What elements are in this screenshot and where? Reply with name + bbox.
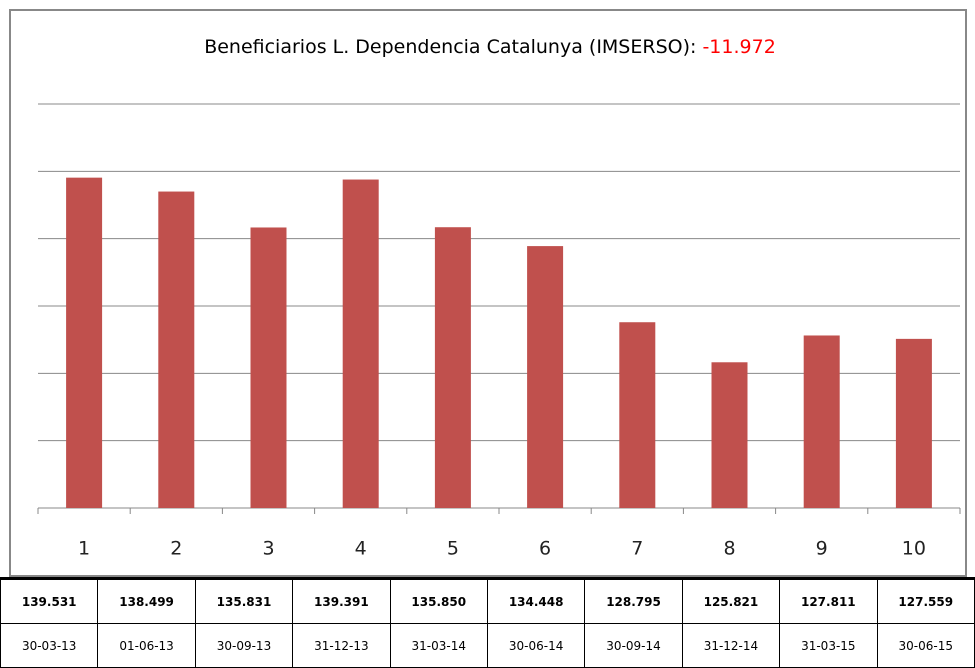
date-label: 30-09-13 [194, 623, 294, 668]
bar [250, 227, 287, 508]
x-tick-label: 6 [539, 538, 551, 560]
x-tick-label: 7 [631, 538, 643, 560]
date-label: 31-03-14 [389, 623, 488, 668]
date-label: 31-12-13 [292, 623, 391, 668]
value-label: 128.795 [584, 578, 683, 624]
value-label: 127.811 [779, 578, 878, 624]
bar [803, 335, 840, 508]
value-row: 139.531 138.499 135.831 139.391 135.850 134.4… [0, 578, 975, 624]
bar [527, 246, 564, 508]
value-label: 138.499 [97, 578, 196, 624]
date-label: 31-12-14 [681, 623, 781, 668]
value-label: 139.531 [0, 578, 99, 624]
value-label: 134.448 [486, 578, 586, 624]
bar [895, 338, 932, 508]
bar [66, 177, 103, 508]
value-label: 127.559 [876, 578, 975, 624]
x-tick-label: 5 [447, 538, 459, 560]
bar [342, 179, 379, 508]
date-row: 30-03-13 01-06-13 30-09-13 31-12-13 31-03-14… [0, 623, 975, 668]
x-tick-label: 2 [170, 538, 182, 560]
date-label: 30-06-14 [486, 623, 586, 668]
x-tick-label: 1 [78, 538, 90, 560]
title-text: Beneficiarios L. Dependencia Catalunya (… [204, 36, 702, 58]
date-label: 30-06-15 [876, 623, 975, 668]
x-tick-label: 3 [262, 538, 274, 560]
value-label: 139.391 [292, 578, 391, 624]
value-label: 135.850 [389, 578, 488, 624]
data-table: 139.531 138.499 135.831 139.391 135.850 134.4… [0, 577, 975, 668]
bar [619, 322, 656, 508]
bar [711, 362, 748, 508]
x-tick-label: 10 [902, 538, 926, 560]
x-tick-label: 4 [355, 538, 367, 560]
x-tick-label: 9 [816, 538, 828, 560]
date-label: 31-03-15 [779, 623, 878, 668]
chart: Beneficiarios L. Dependencia Catalunya (… [9, 9, 967, 577]
date-label: 30-03-13 [0, 623, 99, 668]
title-value: -11.972 [702, 36, 775, 58]
chart-title: Beneficiarios L. Dependencia Catalunya (… [204, 36, 776, 58]
value-label: 135.831 [194, 578, 294, 624]
date-label: 01-06-13 [97, 623, 196, 668]
date-label: 30-09-14 [584, 623, 683, 668]
value-label: 125.821 [681, 578, 781, 624]
bar [434, 227, 471, 508]
bar [158, 191, 195, 508]
x-tick-label: 8 [723, 538, 735, 560]
